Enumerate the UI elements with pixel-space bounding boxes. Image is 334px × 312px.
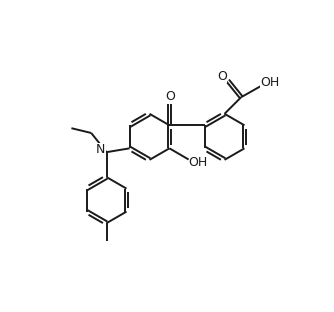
Text: O: O xyxy=(165,90,175,103)
Text: N: N xyxy=(96,143,106,156)
Text: OH: OH xyxy=(260,76,280,89)
Text: OH: OH xyxy=(189,156,208,169)
Text: O: O xyxy=(217,70,227,83)
